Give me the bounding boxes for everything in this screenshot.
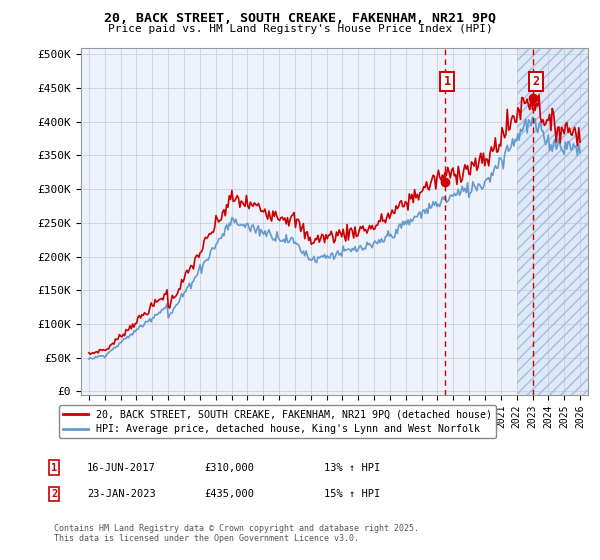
Text: £310,000: £310,000 [204,463,254,473]
Text: 2: 2 [51,489,57,499]
Text: 2: 2 [532,75,539,88]
Bar [517,48,588,395]
Text: 15% ↑ HPI: 15% ↑ HPI [324,489,380,499]
Text: 16-JUN-2017: 16-JUN-2017 [87,463,156,473]
Text: 13% ↑ HPI: 13% ↑ HPI [324,463,380,473]
Text: 1: 1 [51,463,57,473]
Text: 1: 1 [443,75,451,88]
Text: 20, BACK STREET, SOUTH CREAKE, FAKENHAM, NR21 9PQ: 20, BACK STREET, SOUTH CREAKE, FAKENHAM,… [104,12,496,25]
Text: 23-JAN-2023: 23-JAN-2023 [87,489,156,499]
Bar [517,48,588,395]
Text: £435,000: £435,000 [204,489,254,499]
Text: Contains HM Land Registry data © Crown copyright and database right 2025.
This d: Contains HM Land Registry data © Crown c… [54,524,419,543]
Legend: 20, BACK STREET, SOUTH CREAKE, FAKENHAM, NR21 9PQ (detached house), HPI: Average: 20, BACK STREET, SOUTH CREAKE, FAKENHAM,… [59,405,496,438]
Text: Price paid vs. HM Land Registry's House Price Index (HPI): Price paid vs. HM Land Registry's House … [107,24,493,34]
